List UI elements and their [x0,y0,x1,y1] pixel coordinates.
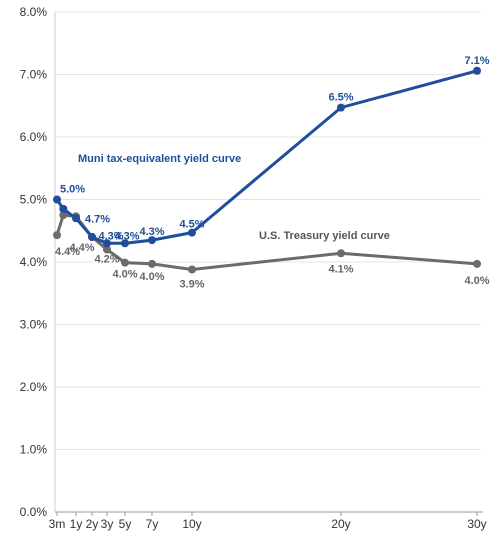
muni-point [59,204,68,213]
treasury-point [337,249,345,258]
muni-series-label: Muni tax-equivalent yield curve [78,153,241,165]
muni-series-line [55,69,478,245]
muni-data-label: 4.3% [114,230,139,242]
series-group [53,66,481,274]
treasury-point [103,245,111,254]
axes [54,12,483,513]
treasury-point [188,265,196,274]
x-tick-label: 20y [331,517,350,531]
y-tick-label: 2.0% [20,380,48,394]
muni-point [88,233,96,241]
treasury-data-label: 4.0% [139,271,164,283]
treasury-point [148,259,156,268]
muni-point [473,66,481,75]
muni-point [148,236,156,245]
x-tick-label: 3y [101,517,114,531]
treasury-point [53,231,61,240]
y-tick-label: 8.0% [20,5,48,19]
treasury-data-label: 3.9% [179,279,204,291]
x-tick-label: 1y [70,517,83,531]
treasury-data-label: 4.4% [69,242,94,254]
muni-point [103,239,111,248]
x-tick-label: 10y [182,517,201,531]
x-axis-ticks: 3m 1y 2y 3y 5y 7y 10y 20y 30y [49,512,487,531]
muni-data-label: 4.7% [85,213,110,225]
muni-data-label: 7.1% [464,55,489,67]
y-tick-label: 7.0% [20,68,48,82]
y-tick-label: 1.0% [20,443,48,457]
muni-data-label: 4.3% [98,230,123,242]
treasury-data-label: 4.2% [94,254,119,266]
muni-point [72,214,80,223]
muni-data-label: 6.5% [328,92,353,104]
x-tick-label: 3m [49,517,66,531]
muni-point [337,103,345,112]
treasury-data-label: 4.1% [328,263,353,275]
muni-point [53,195,61,204]
treasury-point [121,258,129,267]
muni-data-label: 4.3% [139,226,164,238]
treasury-data-label: 4.4% [55,246,80,258]
data-labels: 5.0%4.7%4.3%4.3% 4.3%4.5%6.5%7.1%4.4%4.4%… [55,55,490,291]
x-tick-label: 30y [467,517,486,531]
treasury-point [473,259,481,268]
treasury-series-line [55,213,478,271]
muni-data-label: 5.0% [60,184,85,196]
treasury-data-label: 4.0% [112,269,137,281]
y-axis-ticks: 0.0% 1.0% 2.0% 3.0% 4.0% 5.0% 6.0% 7.0% 8.0% [20,5,48,519]
treasury-point [59,211,68,220]
muni-data-label: 4.5% [179,219,204,231]
treasury-data-label: 4.0% [464,275,489,287]
treasury-series-label: U.S. Treasury yield curve [259,230,390,242]
x-tick-label: 5y [119,517,132,531]
y-tick-label: 4.0% [20,255,48,269]
y-tick-label: 0.0% [20,505,48,519]
x-tick-label: 7y [146,517,159,531]
muni-point [188,228,196,237]
y-tick-label: 6.0% [20,130,48,144]
y-tick-label: 3.0% [20,318,48,332]
x-tick-label: 2y [86,517,99,531]
y-tick-label: 5.0% [20,193,48,207]
muni-point [121,239,129,248]
